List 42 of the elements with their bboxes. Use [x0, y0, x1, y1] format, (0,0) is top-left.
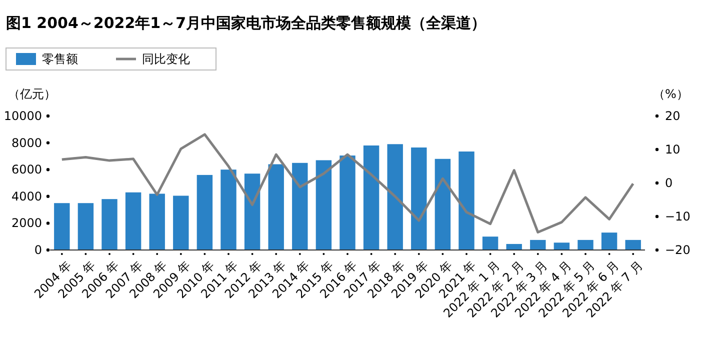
- y-tick-label: 4000: [11, 189, 42, 204]
- y2-tick-label: 0: [665, 176, 673, 190]
- bar: [78, 203, 94, 250]
- y2-axis-title: （%）: [653, 87, 688, 101]
- y-tick-label: 8000: [11, 136, 42, 150]
- bar: [268, 164, 284, 250]
- line-series: [60, 133, 634, 234]
- y2-tick-label: 10: [665, 142, 680, 156]
- legend-label: 零售额: [42, 52, 78, 66]
- bar: [54, 203, 70, 250]
- bar: [244, 174, 260, 250]
- bar: [196, 174, 213, 250]
- y-tick-label: 10000: [4, 109, 42, 123]
- bar: [102, 199, 118, 250]
- y-tick-label: 0: [34, 243, 42, 257]
- bar: [411, 147, 427, 250]
- y-tick-label: 6000: [11, 162, 42, 177]
- bar: [340, 156, 356, 250]
- bar: [125, 192, 142, 250]
- bar: [173, 196, 189, 250]
- bar: [578, 240, 594, 250]
- y-tick-label: 2000: [11, 216, 42, 230]
- bar: [316, 160, 332, 250]
- y-axis-title: （亿元）: [8, 87, 56, 101]
- bar: [387, 144, 403, 250]
- y2-tick-label: 20: [665, 109, 680, 123]
- legend-label: 同比变化: [142, 52, 190, 66]
- bar: [506, 244, 522, 250]
- chart-title: 图1 2004～2022年1～7月中国家电市场全品类零售额规模（全渠道）: [6, 14, 486, 32]
- bar: [292, 162, 308, 250]
- bar: [363, 145, 380, 250]
- bar: [149, 194, 165, 250]
- bar: [482, 236, 498, 250]
- bar: [530, 240, 546, 250]
- bar: [220, 170, 236, 250]
- bar: [625, 240, 641, 250]
- bar: [434, 158, 451, 250]
- y2-tick-label: −10: [665, 210, 690, 224]
- bar: [554, 242, 570, 250]
- bar: [601, 232, 618, 250]
- bar: [458, 152, 474, 250]
- y2-tick-label: −20: [665, 243, 690, 257]
